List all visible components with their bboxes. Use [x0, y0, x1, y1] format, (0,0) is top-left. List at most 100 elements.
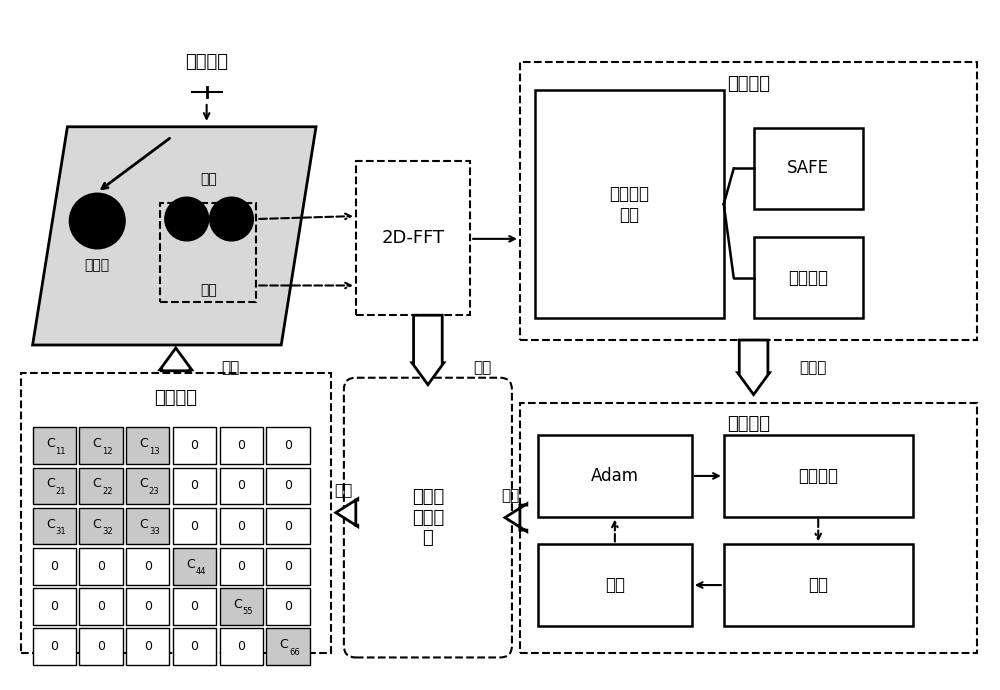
Text: 0: 0 [284, 560, 292, 573]
Bar [79, 468, 123, 504]
Circle shape [210, 197, 253, 241]
Circle shape [165, 197, 209, 241]
Text: 0: 0 [237, 640, 245, 653]
Bar [266, 468, 310, 504]
Text: 0: 0 [190, 520, 198, 533]
Text: 66: 66 [289, 647, 300, 656]
Text: C: C [46, 518, 55, 531]
Bar [220, 508, 263, 544]
Text: Adam: Adam [591, 467, 639, 485]
Bar [173, 548, 216, 584]
Polygon shape [412, 315, 444, 385]
Bar [520, 402, 977, 653]
Text: 解析模型: 解析模型 [727, 75, 770, 93]
Text: 32: 32 [102, 527, 113, 536]
Bar [33, 628, 76, 665]
Text: 接收: 接收 [200, 284, 217, 297]
Text: 0: 0 [50, 640, 58, 653]
Text: 训练完
备的模
型: 训练完 备的模 型 [412, 488, 444, 547]
Polygon shape [336, 499, 358, 526]
Text: 特征提取: 特征提取 [798, 467, 838, 485]
Text: C: C [139, 518, 148, 531]
Bar [220, 468, 263, 504]
Bar [538, 544, 692, 626]
Bar [724, 544, 913, 626]
Text: 21: 21 [55, 487, 66, 496]
Bar [266, 588, 310, 624]
Text: SAFE: SAFE [787, 159, 829, 177]
Text: 弹性常数: 弹性常数 [154, 388, 197, 406]
Text: C: C [139, 437, 148, 450]
Text: 训练: 训练 [501, 489, 519, 503]
Text: 0: 0 [97, 600, 105, 613]
Bar [33, 508, 76, 544]
Polygon shape [738, 340, 769, 395]
Bar [126, 468, 169, 504]
Polygon shape [33, 127, 316, 345]
Bar [173, 427, 216, 464]
Bar [173, 588, 216, 624]
Text: 数据集: 数据集 [800, 360, 827, 375]
Text: 0: 0 [237, 480, 245, 493]
Bar [754, 128, 863, 209]
Text: 输出: 输出 [334, 483, 352, 498]
Text: 0: 0 [190, 439, 198, 452]
Bar [173, 508, 216, 544]
Bar [220, 588, 263, 624]
Bar [126, 427, 169, 464]
Bar [126, 548, 169, 584]
Text: 0: 0 [50, 560, 58, 573]
Bar [520, 62, 977, 340]
Text: 33: 33 [149, 527, 160, 536]
Bar [266, 427, 310, 464]
Text: C: C [93, 477, 101, 491]
Text: 0: 0 [144, 560, 152, 573]
Bar [126, 588, 169, 624]
Text: 13: 13 [149, 446, 159, 455]
Text: 0: 0 [237, 560, 245, 573]
Polygon shape [505, 504, 527, 531]
Bar [33, 468, 76, 504]
Text: 23: 23 [149, 487, 159, 496]
Bar [126, 628, 169, 665]
Bar [79, 427, 123, 464]
Bar [754, 237, 863, 318]
Bar [21, 373, 331, 653]
Text: 数据收集: 数据收集 [185, 53, 228, 71]
Text: 0: 0 [237, 439, 245, 452]
Bar [33, 427, 76, 464]
Text: 理论频散
曲线: 理论频散 曲线 [609, 185, 649, 224]
Bar [356, 161, 470, 315]
Text: 神经网络: 神经网络 [727, 415, 770, 433]
Bar [220, 628, 263, 665]
Text: 刚度矩阵: 刚度矩阵 [788, 268, 828, 286]
Text: C: C [46, 477, 55, 491]
Text: 0: 0 [284, 600, 292, 613]
Bar [266, 548, 310, 584]
Bar [126, 508, 169, 544]
Bar [173, 468, 216, 504]
Text: C: C [93, 437, 101, 450]
Text: 0: 0 [190, 600, 198, 613]
Text: 损失: 损失 [605, 576, 625, 594]
Bar [535, 90, 724, 318]
Bar [538, 435, 692, 517]
Text: 0: 0 [144, 600, 152, 613]
Text: 接收: 接收 [200, 172, 217, 186]
Text: C: C [139, 477, 148, 491]
Bar [79, 508, 123, 544]
Circle shape [69, 193, 125, 249]
Bar [266, 628, 310, 665]
Text: 55: 55 [242, 607, 253, 616]
Text: 0: 0 [284, 480, 292, 493]
Bar [79, 548, 123, 584]
Text: 31: 31 [55, 527, 66, 536]
Text: 0: 0 [144, 640, 152, 653]
Bar [33, 548, 76, 584]
Text: 2D-FFT: 2D-FFT [381, 229, 445, 248]
Text: 表征: 表征 [221, 360, 240, 375]
FancyBboxPatch shape [344, 377, 512, 658]
Text: C: C [233, 598, 242, 611]
Text: 0: 0 [97, 560, 105, 573]
Bar [79, 588, 123, 624]
